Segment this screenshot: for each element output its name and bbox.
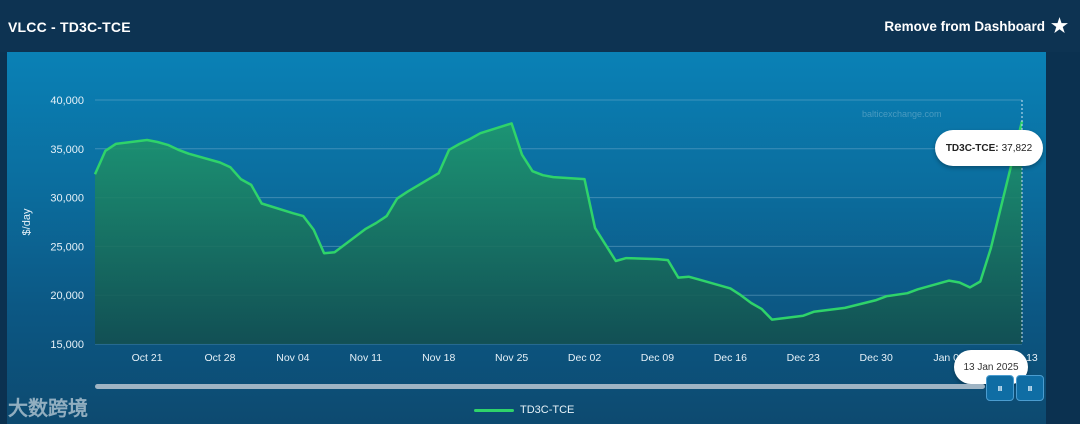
dashboard-header: VLCC - TD3C-TCE Remove from Dashboard ★	[0, 0, 1080, 52]
y-axis-label: $/day	[21, 208, 33, 235]
legend-swatch	[474, 408, 514, 412]
y-tick-label: 35,000	[50, 144, 84, 156]
chart-title: VLCC - TD3C-TCE	[8, 19, 131, 35]
legend-label: TD3C-TCE	[520, 404, 575, 416]
series-area	[95, 121, 1022, 344]
y-tick-label: 20,000	[50, 290, 84, 302]
y-tick-label: 25,000	[50, 241, 84, 253]
scroll-left-icon[interactable]: ⏸	[986, 375, 1014, 401]
x-tick-label: Nov 11	[350, 352, 383, 364]
value-tooltip: TD3C-TCE: 37,822	[935, 130, 1043, 166]
star-icon[interactable]: ★	[1050, 16, 1068, 37]
tooltip-value: 37,822	[1001, 142, 1033, 154]
site-watermark: balticexchange.com	[862, 109, 942, 119]
series-line[interactable]	[93, 121, 1024, 321]
x-tick-label: Nov 25	[495, 352, 528, 364]
x-tick-label: Nov 04	[276, 352, 309, 364]
y-tick-label: 15,000	[50, 339, 84, 351]
x-tick-label: Dec 16	[714, 352, 747, 364]
x-tick-label: Dec 02	[568, 352, 601, 364]
x-tick-label: Dec 23	[787, 352, 820, 364]
tooltip-series: TD3C-TCE:	[945, 142, 999, 154]
x-tick-label: Dec 30	[860, 352, 893, 364]
scroll-right-icon[interactable]: ⏸	[1016, 375, 1044, 401]
x-tick-label: Dec 09	[641, 352, 674, 364]
y-tick-label: 30,000	[50, 193, 84, 205]
x-tick-label: Nov 18	[422, 352, 455, 364]
brand-watermark: 大数跨境	[8, 398, 88, 420]
navigator-scrollbar[interactable]	[95, 384, 985, 389]
remove-from-dashboard-button[interactable]: Remove from Dashboard ★	[884, 17, 1068, 36]
x-tick-label: Oct 21	[132, 352, 163, 364]
remove-label: Remove from Dashboard	[884, 19, 1045, 34]
x-tick-label: Oct 28	[205, 352, 236, 364]
chart-legend[interactable]: TD3C-TCE	[474, 404, 574, 416]
y-tick-label: 40,000	[50, 95, 84, 107]
